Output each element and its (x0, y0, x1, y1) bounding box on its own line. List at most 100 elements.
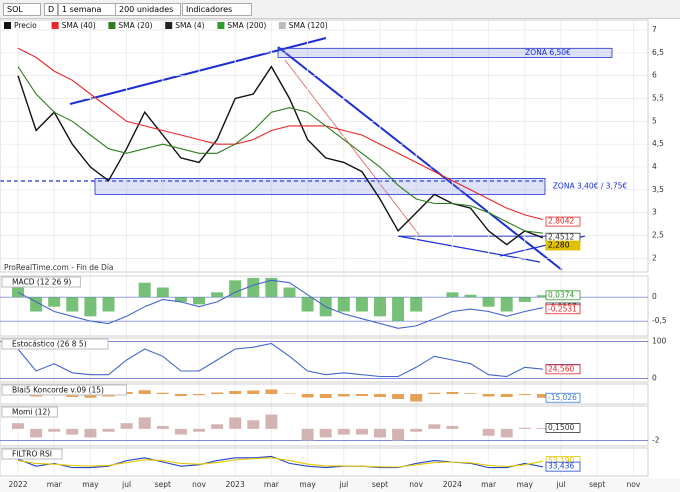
panel-frame (0, 447, 649, 477)
last-value-box (545, 461, 581, 472)
bar (410, 428, 423, 432)
panel-frame (0, 275, 649, 337)
series-line (17, 66, 543, 234)
zone-label: ZONA 6,50€ (525, 48, 571, 57)
bar (138, 417, 151, 429)
bar (247, 277, 260, 298)
bar (518, 394, 531, 395)
bar (446, 426, 459, 429)
bar (193, 297, 205, 305)
bar (174, 428, 187, 435)
bar (66, 297, 79, 312)
last-value-box (545, 304, 581, 315)
x-tick-label: sept (155, 480, 171, 489)
bar (265, 389, 278, 394)
bar (482, 297, 495, 307)
y-tick-label: 4,5 (652, 139, 664, 148)
bar (428, 424, 441, 429)
x-tick-label: jul (556, 480, 566, 489)
bar (265, 277, 278, 298)
bar (446, 392, 459, 394)
y-tick-label: 0 (652, 373, 657, 382)
last-value-label: 24,560 (548, 364, 574, 373)
y-tick-label: -0,5 (652, 316, 667, 325)
bar (265, 414, 278, 429)
bar (211, 392, 224, 394)
x-tick-label: 2023 (226, 480, 245, 489)
bar (174, 297, 187, 302)
bar (500, 297, 513, 312)
x-tick-label: 2024 (443, 480, 462, 489)
x-tick-label: nov (192, 480, 206, 489)
bar (500, 428, 513, 438)
bar (301, 428, 314, 441)
legend-entry: SMA (20) (118, 21, 152, 30)
bar (229, 280, 242, 298)
x-tick-label: mar (264, 480, 280, 489)
y-tick-label: 2,5 (652, 230, 664, 239)
last-value-box (545, 216, 581, 227)
bar (536, 394, 549, 398)
last-value-label: 0,0374 (548, 290, 574, 299)
series-line (17, 342, 543, 378)
last-value-label: 0,1500 (548, 423, 574, 432)
last-value-label: 53,190 (548, 456, 574, 465)
bar (337, 394, 350, 397)
watermark: ProRealTime.com - Fin de Día (4, 263, 114, 272)
legend-entry: SMA (200) (227, 21, 266, 30)
y-tick-label: 5,5 (652, 94, 664, 103)
bar (482, 394, 495, 397)
y-tick-label: 3,5 (652, 185, 664, 194)
panel-label-bg (1, 384, 127, 396)
bar (355, 297, 368, 312)
bar (102, 297, 115, 312)
bar (464, 294, 477, 298)
bar (518, 427, 531, 429)
legend-entry: SMA (120) (289, 21, 328, 30)
d-button[interactable]: D (44, 3, 59, 16)
bar (120, 423, 133, 429)
panel-label-bg (1, 448, 63, 460)
panel-label-bg (1, 276, 81, 288)
bar (229, 391, 242, 394)
bar (337, 428, 350, 435)
x-tick-label: 2022 (8, 480, 27, 489)
bar (464, 393, 477, 394)
bar (283, 287, 296, 298)
x-tick-label: mar (47, 480, 63, 489)
bar (156, 426, 169, 429)
bar (446, 292, 459, 298)
bar (48, 428, 61, 432)
x-tick-label: nov (627, 480, 641, 489)
zone (277, 47, 613, 58)
bar (392, 428, 405, 441)
bar (301, 297, 314, 312)
indicators[interactable]: Indicadores (182, 3, 252, 16)
y-tick-label: 6,5 (652, 48, 664, 57)
bar (410, 297, 423, 312)
panel-title: MACD (12 26 9) (12, 278, 71, 287)
x-tick-label: may (299, 480, 316, 489)
panel-title: Momi (12) (12, 408, 50, 417)
bar (229, 417, 242, 429)
legend-swatch (51, 22, 59, 29)
legend-swatch (4, 22, 11, 29)
x-tick-label: may (82, 480, 99, 489)
legend-swatch (217, 22, 225, 29)
bar (30, 428, 43, 438)
bar (500, 394, 513, 397)
y-tick-label: 7 (652, 25, 657, 34)
units[interactable]: 200 unidades (115, 3, 181, 16)
last-value-label: 2,280 (548, 241, 570, 250)
bar (518, 297, 531, 302)
bar (374, 394, 386, 397)
bar (102, 428, 115, 432)
symbol[interactable]: SOL (3, 3, 41, 16)
date-axis-bg (0, 478, 680, 492)
panel-title: FILTRO RSI (12, 450, 52, 459)
bar (428, 392, 441, 394)
bar (84, 394, 97, 398)
bar (355, 428, 368, 435)
period[interactable]: 1 semana (58, 3, 118, 16)
